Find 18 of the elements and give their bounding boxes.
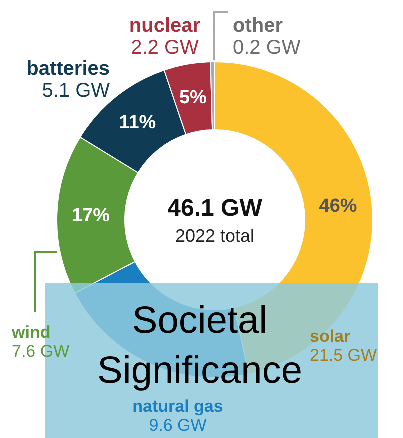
text: 46.1 GW [168,195,263,222]
slice-label: natural gas [132,397,224,416]
data-label: 9.6 GW [149,416,207,435]
data-label: 2.2 GW [131,37,200,59]
slice-label: solar [310,327,352,346]
slice-label: wind [11,323,51,342]
slice-label: batteries [26,58,110,80]
data-label: 0.2 GW [233,37,301,59]
text: 17% [72,205,110,226]
slice-label: other [233,15,284,37]
text: Societal Significance [98,300,302,392]
data-label: 21.5 GW [310,346,378,365]
text: 11% [119,112,156,134]
text: 2022 total [175,226,255,246]
text: 46% [319,196,358,218]
text: 5% [179,87,207,108]
slice-label: nuclear [129,15,201,37]
data-label: 5.1 GW [42,80,110,102]
